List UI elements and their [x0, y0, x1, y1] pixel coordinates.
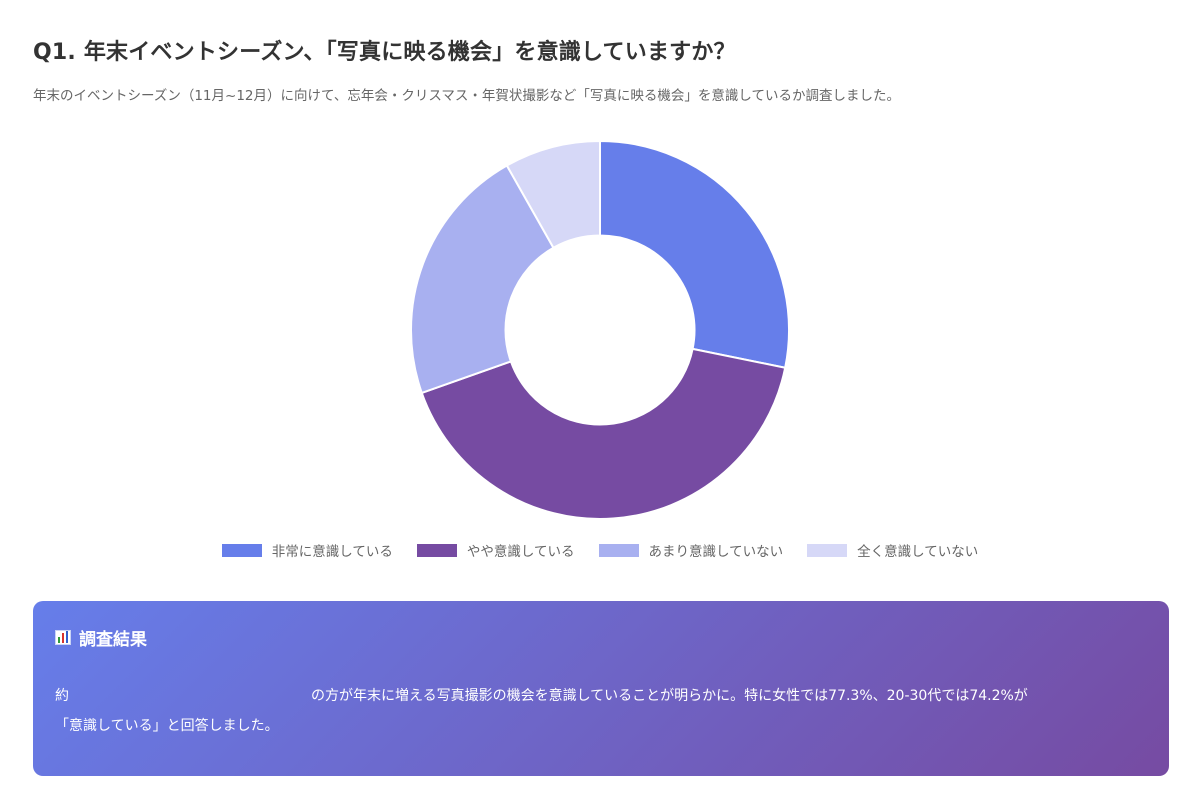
legend-swatch-icon: [598, 543, 639, 557]
result-body-line2: 「意識している」と回答しました。: [55, 718, 279, 734]
donut-chart: [410, 140, 790, 520]
legend-item-somewhat-conscious[interactable]: やや意識している: [416, 540, 575, 560]
result-title: 調査結果: [55, 623, 1147, 651]
legend-item-not-very-conscious[interactable]: あまり意識していない: [598, 540, 784, 560]
donut-segment[interactable]: [420, 347, 787, 520]
donut-segment[interactable]: [599, 140, 790, 369]
page-title: Q1. 年末イベントシーズン、「写真に映る機会」を意識していますか？: [33, 40, 736, 65]
legend-label: あまり意識していない: [648, 544, 784, 560]
result-highlight-blurred: [75, 681, 305, 711]
legend-label: 全く意識していない: [857, 544, 979, 560]
legend-swatch-icon: [221, 543, 262, 557]
result-title-text: 調査結果: [79, 629, 147, 650]
legend-swatch-icon: [807, 543, 848, 557]
chart-legend: 非常に意識している やや意識している あまり意識していない 全く意識していない: [0, 540, 1200, 560]
result-prefix: 約: [55, 688, 69, 704]
donut-svg: [410, 140, 790, 520]
legend-item-not-conscious-at-all[interactable]: 全く意識していない: [807, 540, 978, 560]
survey-result-box: 調査結果 約 の方が年末に増える写真撮影の機会を意識していることが明らかに。特に…: [33, 601, 1169, 776]
legend-item-very-conscious[interactable]: 非常に意識している: [221, 540, 393, 560]
legend-label: やや意識している: [466, 544, 575, 560]
page-subtitle: 年末のイベントシーズン（11月~12月）に向けて、忘年会・クリスマス・年賀状撮影…: [33, 88, 901, 104]
result-text: 約 の方が年末に増える写真撮影の機会を意識していることが明らかに。特に女性では7…: [55, 681, 1147, 741]
donut-chart-canvas[interactable]: [410, 140, 790, 520]
result-body-line1: の方が年末に増える写真撮影の機会を意識していることが明らかに。特に女性では77.…: [311, 688, 1028, 704]
bar-chart-icon: [55, 629, 71, 645]
legend-swatch-icon: [416, 543, 457, 557]
legend-label: 非常に意識している: [271, 544, 393, 560]
donut-segment[interactable]: [505, 140, 601, 250]
donut-segment[interactable]: [410, 164, 555, 395]
